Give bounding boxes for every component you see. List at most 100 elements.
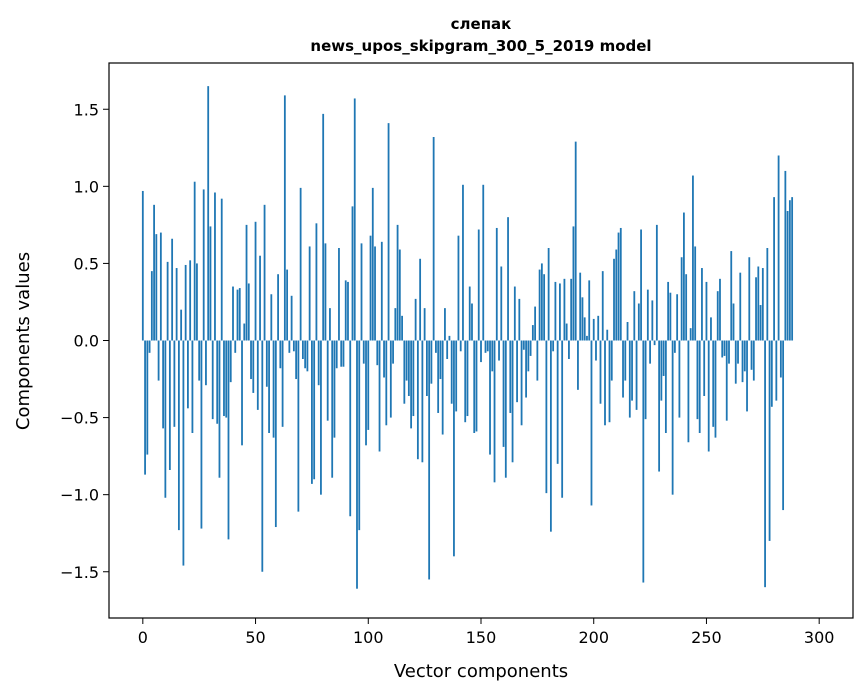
bar-component-78 <box>317 340 320 386</box>
bar-component-181 <box>549 340 552 532</box>
bar-component-209 <box>613 258 615 341</box>
bar-component-219 <box>635 340 638 410</box>
bar-component-235 <box>671 340 674 495</box>
bar-component-44 <box>241 340 243 446</box>
bar-component-172 <box>529 340 532 356</box>
bar-component-109 <box>387 123 390 341</box>
bar-component-28 <box>205 340 207 386</box>
bar-component-173 <box>531 325 534 341</box>
bar-component-259 <box>725 340 728 421</box>
bar-component-252 <box>710 317 712 341</box>
bar-component-48 <box>250 340 252 380</box>
bar-component-144 <box>466 340 469 417</box>
x-tick-label: 150 <box>466 628 497 647</box>
y-tick-label: −1.5 <box>60 563 99 582</box>
bar-component-158 <box>498 340 500 361</box>
bar-component-125 <box>423 308 426 341</box>
bar-component-23 <box>193 181 196 341</box>
bar-component-15 <box>175 268 178 341</box>
bar-component-137 <box>450 340 453 404</box>
bar-component-2 <box>146 340 149 455</box>
bar-component-88 <box>340 340 343 367</box>
bar-component-131 <box>437 340 440 413</box>
bar-component-241 <box>685 274 688 341</box>
bar-component-216 <box>628 340 631 418</box>
bar-component-36 <box>223 340 225 417</box>
bar-component-86 <box>335 340 338 369</box>
bar-component-100 <box>367 340 370 430</box>
bar-component-141 <box>459 340 462 352</box>
bar-component-210 <box>615 249 618 341</box>
bar-component-245 <box>694 246 697 341</box>
bar-component-29 <box>207 86 210 341</box>
bar-component-256 <box>719 278 721 341</box>
bar-component-79 <box>320 340 322 495</box>
bar-component-223 <box>644 340 647 420</box>
bar-component-54 <box>263 204 266 341</box>
bar-component-273 <box>757 266 760 341</box>
y-tick-label: 0.5 <box>74 254 99 273</box>
bar-component-213 <box>622 340 624 398</box>
bar-component-55 <box>265 340 268 387</box>
bar-component-73 <box>306 340 309 372</box>
bar-component-188 <box>565 323 568 341</box>
bar-component-220 <box>637 303 640 341</box>
bar-component-282 <box>777 155 780 341</box>
bar-component-201 <box>595 340 597 361</box>
bar-component-233 <box>667 281 670 341</box>
bar-component-27 <box>202 189 205 341</box>
bar-component-38 <box>227 340 230 540</box>
bar-component-275 <box>761 268 764 341</box>
bar-component-166 <box>516 340 518 403</box>
bar-component-114 <box>398 249 401 341</box>
bar-component-161 <box>504 340 507 478</box>
bar-component-124 <box>421 340 424 463</box>
bar-component-13 <box>171 238 174 341</box>
bar-component-182 <box>552 340 555 352</box>
bar-component-47 <box>247 283 250 341</box>
bar-component-260 <box>728 340 730 364</box>
bar-component-163 <box>509 340 512 413</box>
bar-component-238 <box>678 340 681 418</box>
bar-component-205 <box>604 340 606 426</box>
bar-component-200 <box>592 318 595 341</box>
bar-component-21 <box>189 260 192 341</box>
bar-component-103 <box>374 246 376 341</box>
bar-component-106 <box>380 241 383 341</box>
bar-component-222 <box>642 340 645 583</box>
bar-component-104 <box>376 340 379 366</box>
bar-component-87 <box>338 248 340 341</box>
bar-component-177 <box>540 263 543 341</box>
x-axis-ticks: 0 50 100 150 200 250 300 <box>138 618 834 647</box>
bar-component-8 <box>159 232 162 341</box>
bar-component-34 <box>218 340 221 478</box>
bar-component-50 <box>254 221 257 341</box>
y-axis-ticks: −1.5 −1.0 −0.5 0.0 0.5 1.0 1.5 <box>60 100 109 582</box>
bar-component-107 <box>383 340 385 378</box>
chart-title-line2: news_upos_skipgram_300_5_2019 model <box>310 37 651 55</box>
bar-component-72 <box>304 340 307 369</box>
bar-component-197 <box>586 335 588 341</box>
bar-component-63 <box>283 95 286 341</box>
bar-component-77 <box>315 223 318 341</box>
bar-component-58 <box>272 340 275 438</box>
bar-component-90 <box>344 280 347 341</box>
bar-component-229 <box>658 340 661 472</box>
bar-component-191 <box>572 226 575 341</box>
bar-component-51 <box>256 340 259 410</box>
bar-component-91 <box>347 281 349 341</box>
bar-component-18 <box>182 340 185 566</box>
bar-component-237 <box>676 294 679 341</box>
bar-component-178 <box>543 274 546 341</box>
bar-component-145 <box>468 286 471 341</box>
bar-component-198 <box>588 280 591 341</box>
bar-component-165 <box>513 286 516 341</box>
bar-component-35 <box>220 198 223 341</box>
bar-component-207 <box>608 340 611 423</box>
bar-component-196 <box>583 317 586 341</box>
bar-component-26 <box>200 340 203 529</box>
bar-component-152 <box>484 340 487 353</box>
bar-component-253 <box>712 340 715 427</box>
bar-component-147 <box>473 340 476 433</box>
bar-component-115 <box>401 315 403 341</box>
